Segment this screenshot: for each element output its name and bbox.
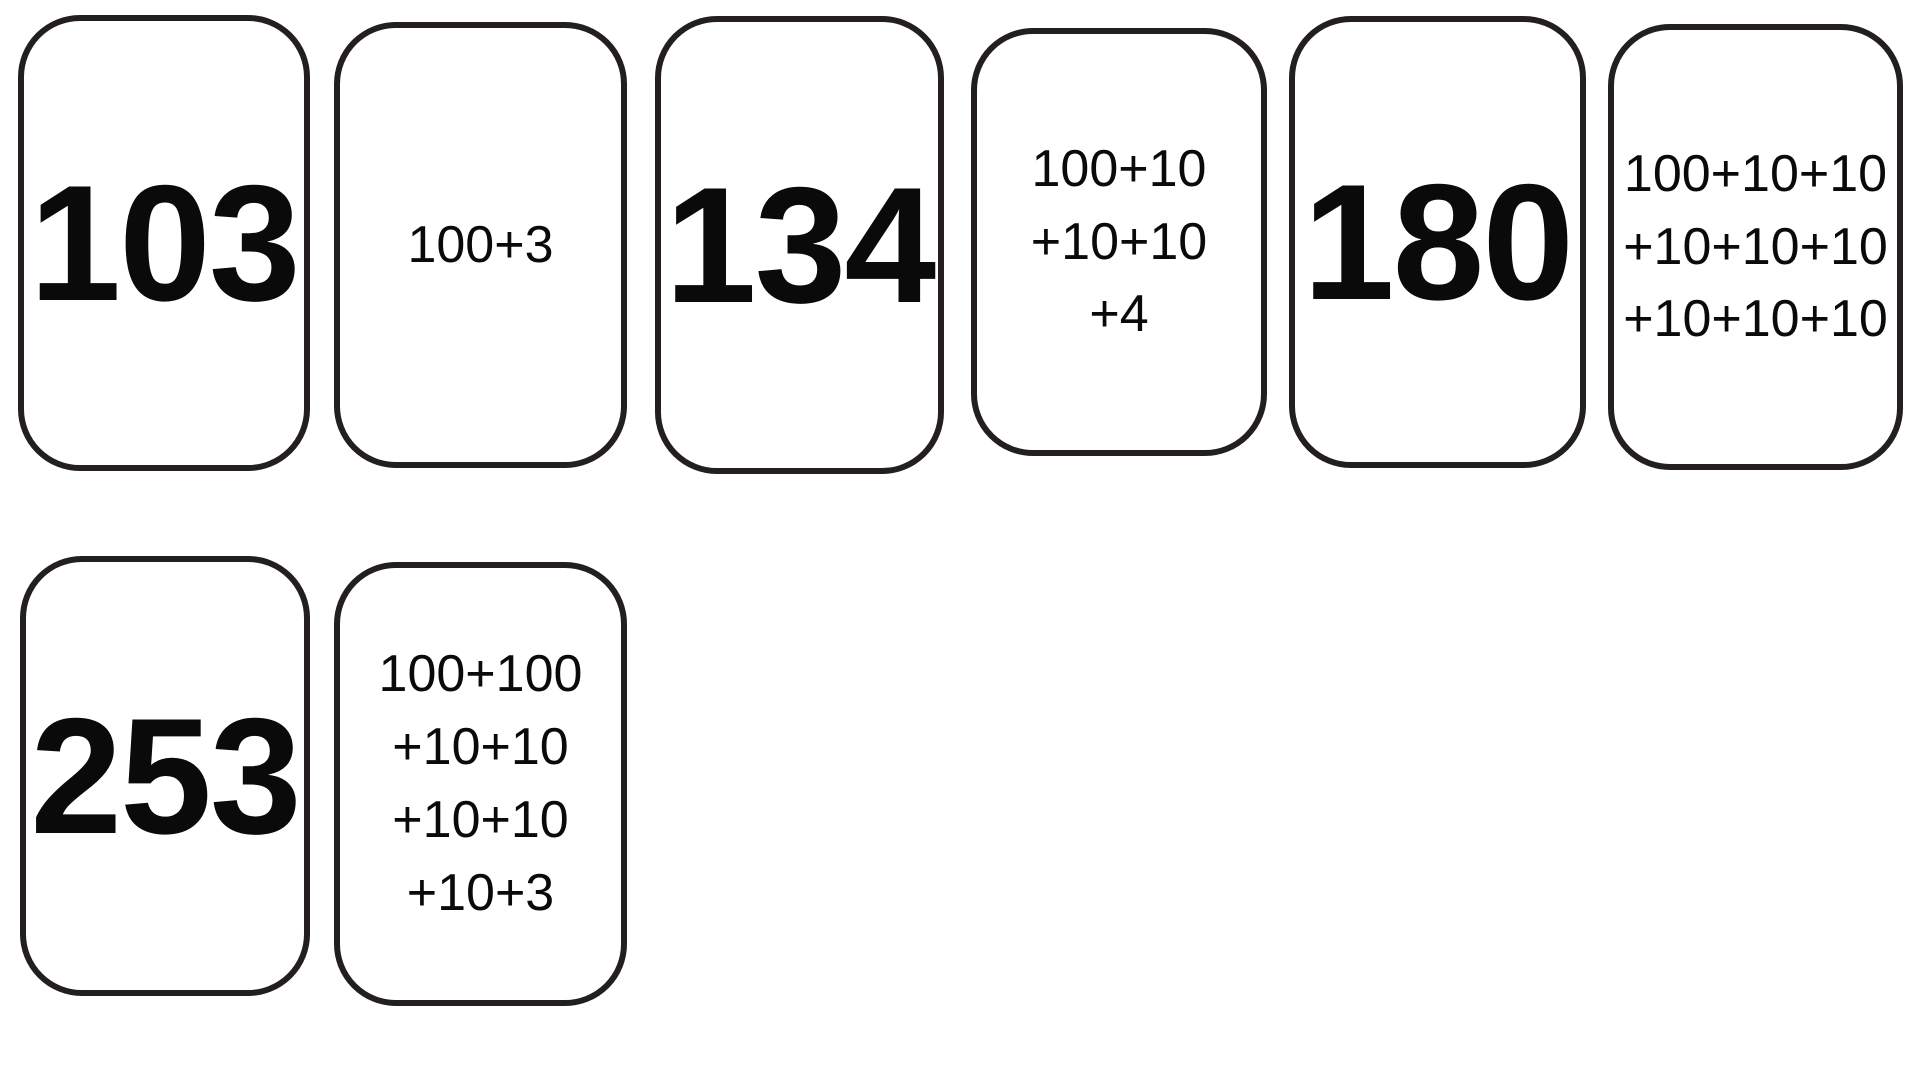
card-number-value: 253 [30, 683, 301, 868]
flashcard-expanded-134: 100+10 +10+10 +4 [971, 28, 1267, 456]
flashcard-expanded-253: 100+100 +10+10 +10+10 +10+3 [334, 562, 627, 1006]
card-number-value: 103 [29, 150, 300, 335]
card-number-value: 134 [664, 152, 936, 337]
flashcard-number-180: 180 [1289, 16, 1586, 468]
flashcard-expanded-103: 100+3 [334, 22, 627, 468]
card-number-value: 180 [1302, 149, 1574, 334]
card-expanded-form: 100+100 +10+10 +10+10 +10+3 [378, 645, 583, 922]
flashcard-expanded-180: 100+10+10 +10+10+10 +10+10+10 [1608, 24, 1903, 470]
card-expanded-form: 100+3 [407, 215, 554, 274]
card-expanded-form: 100+10+10 +10+10+10 +10+10+10 [1623, 144, 1888, 349]
flashcard-number-103: 103 [18, 15, 310, 471]
card-expanded-form: 100+10 +10+10 +4 [1030, 139, 1208, 344]
flashcard-number-134: 134 [655, 16, 944, 474]
flashcard-number-253: 253 [20, 556, 310, 996]
